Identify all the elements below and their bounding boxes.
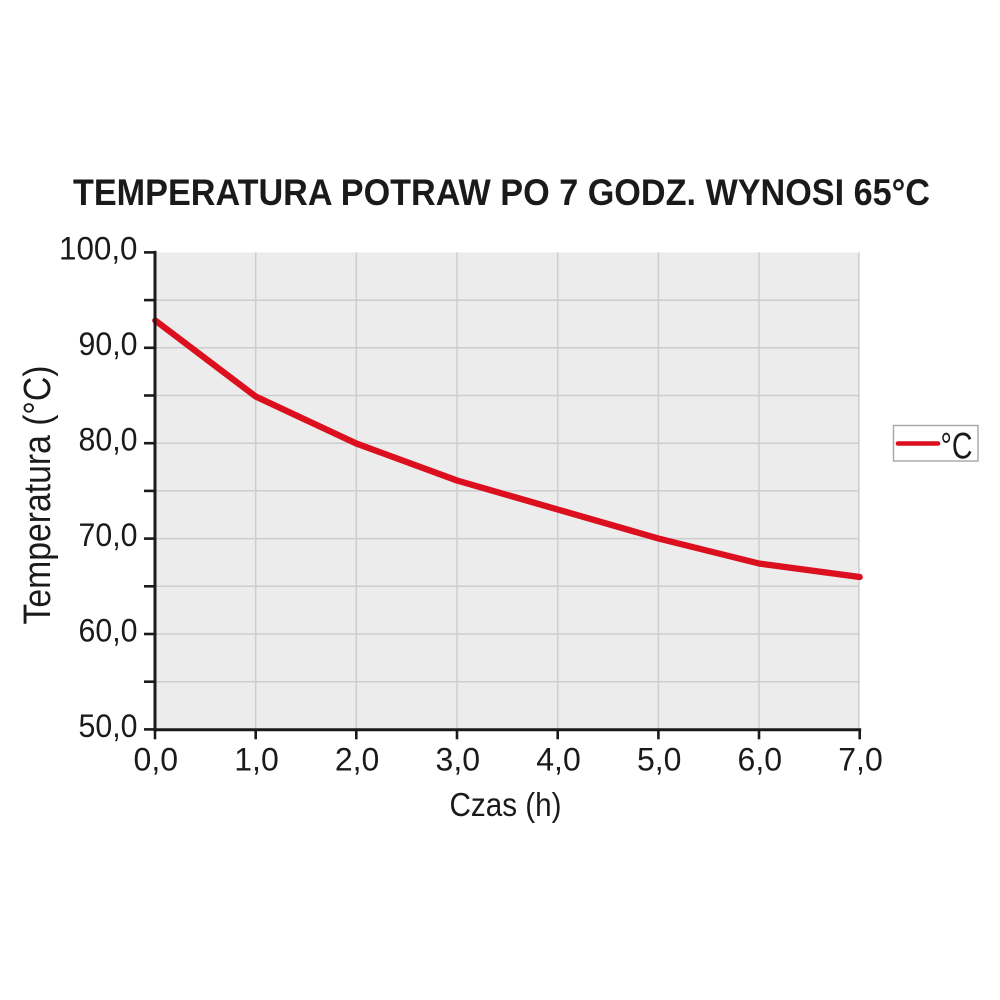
svg-text:3,0: 3,0: [436, 742, 481, 778]
svg-text:Czas (h): Czas (h): [450, 786, 562, 823]
svg-text:Temperatura (°C): Temperatura (°C): [17, 366, 59, 625]
svg-text:60,0: 60,0: [79, 613, 138, 649]
svg-text:50,0: 50,0: [79, 708, 138, 744]
svg-text:7,0: 7,0: [838, 742, 883, 778]
svg-text:1,0: 1,0: [234, 742, 279, 778]
svg-text:2,0: 2,0: [335, 742, 380, 778]
svg-text:90,0: 90,0: [79, 326, 138, 362]
svg-text:100,0: 100,0: [59, 230, 138, 266]
svg-text:6,0: 6,0: [738, 742, 783, 778]
svg-text:TEMPERATURA POTRAW PO 7 GODZ.: TEMPERATURA POTRAW PO 7 GODZ. WYNOSI 65°…: [73, 171, 930, 213]
svg-text:80,0: 80,0: [79, 422, 138, 458]
svg-text:70,0: 70,0: [79, 517, 138, 553]
svg-text:4,0: 4,0: [536, 742, 581, 778]
svg-text:0,0: 0,0: [134, 742, 179, 778]
svg-text:°C: °C: [941, 424, 973, 466]
svg-text:5,0: 5,0: [637, 742, 682, 778]
